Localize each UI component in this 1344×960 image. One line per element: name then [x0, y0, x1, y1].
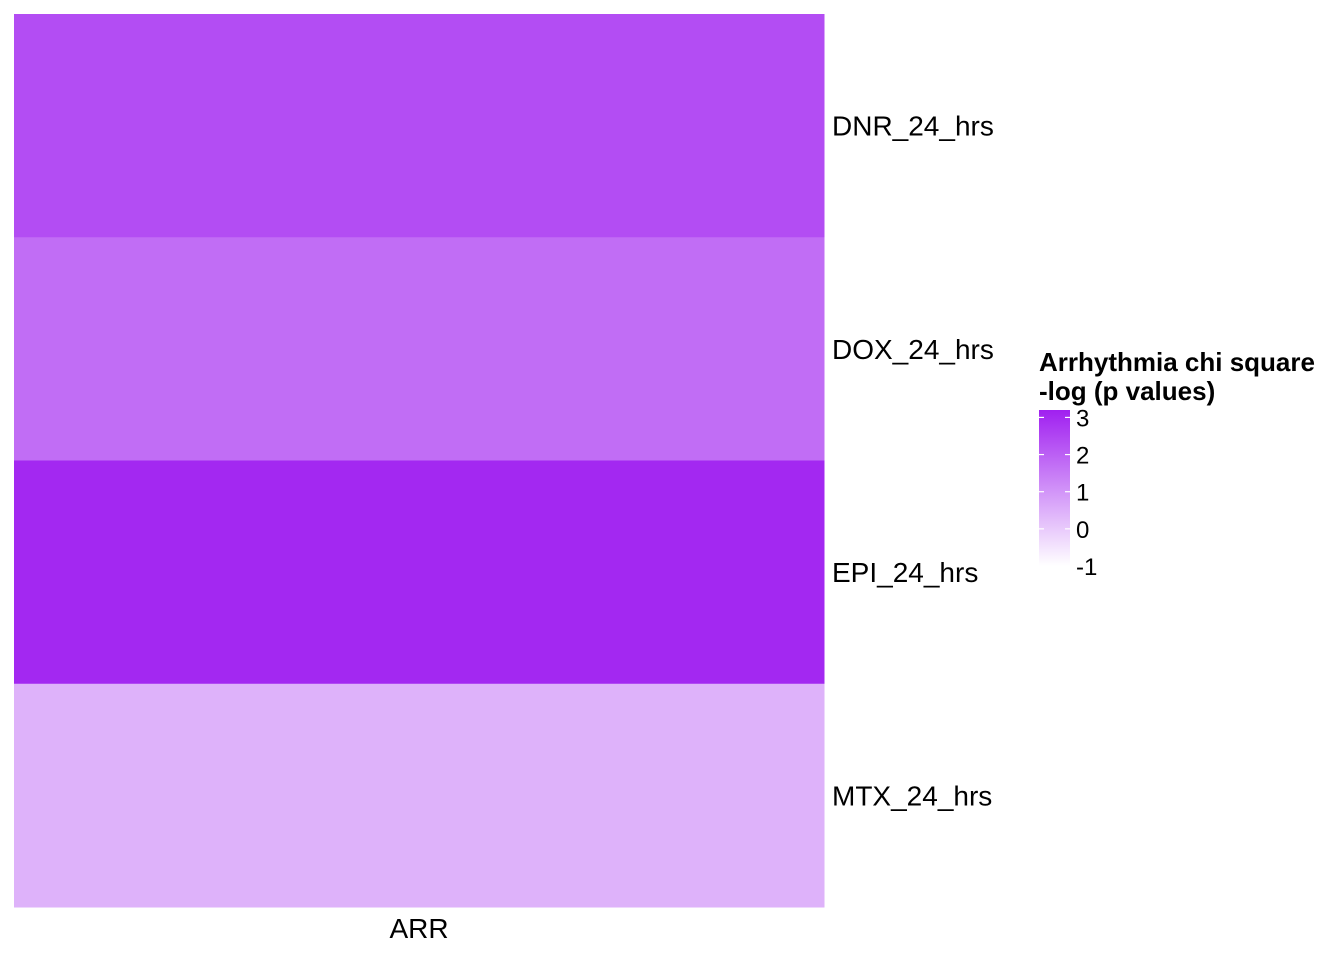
legend-tick-label: 2 [1076, 443, 1089, 470]
legend-title-line2: -log (p values) [1039, 376, 1215, 406]
legend-tick-label: 3 [1076, 405, 1089, 432]
row-label: DNR_24_hrs [832, 111, 994, 142]
legend-tick-label: 1 [1076, 480, 1089, 507]
color-legend: Arrhythmia chi square -log (p values) 3 2… [1039, 347, 1315, 581]
heatmap-cell-mtx-24-hrs [14, 683, 825, 908]
row-label: EPI_24_hrs [832, 557, 978, 588]
column-label: ARR [389, 913, 448, 944]
row-label: DOX_24_hrs [832, 334, 994, 365]
legend-color-bar [1039, 410, 1070, 566]
heatmap-cell-dox-24-hrs [14, 237, 825, 461]
legend-tick-label: -1 [1076, 554, 1097, 581]
legend-title-line1: Arrhythmia chi square [1039, 347, 1315, 377]
legend-ticks: 3 2 1 0 -1 [1039, 405, 1097, 581]
row-label: MTX_24_hrs [832, 780, 992, 811]
row-labels: DNR_24_hrs DOX_24_hrs EPI_24_hrs MTX_24_hrs [832, 111, 994, 812]
heatmap-cells [14, 14, 825, 908]
heatmap-cell-dnr-24-hrs [14, 14, 825, 238]
legend-tick-label: 0 [1076, 517, 1089, 544]
heatmap-cell-epi-24-hrs [14, 460, 825, 685]
column-labels: ARR [389, 913, 448, 944]
